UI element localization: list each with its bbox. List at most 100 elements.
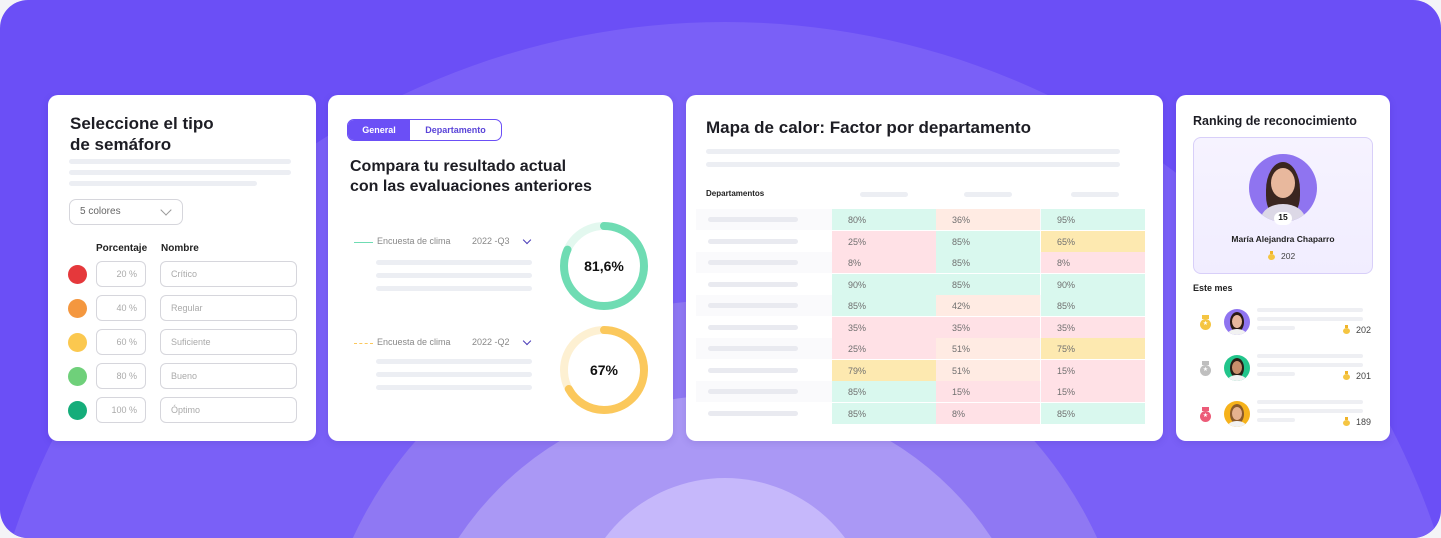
heatmap-cell[interactable]: 75% (1041, 338, 1145, 359)
color-swatch[interactable] (68, 367, 87, 386)
placeholder-line (1257, 418, 1295, 422)
placeholder-line (376, 286, 532, 291)
heatmap-row: 79% 51% 15% (696, 359, 1145, 381)
heatmap-row: 35% 35% 35% (696, 316, 1145, 338)
heatmap-cell[interactable]: 85% (936, 252, 1040, 273)
level-name-input[interactable]: Bueno (160, 363, 297, 389)
heatmap-cell[interactable]: 85% (832, 381, 936, 402)
departments-header: Departamentos (706, 189, 765, 198)
silver-medal-icon: ★ (1200, 361, 1211, 376)
heatmap-cell[interactable]: 85% (832, 295, 936, 316)
placeholder-line (69, 170, 291, 175)
percentage-input[interactable]: 60 % (96, 329, 146, 355)
level-name-input[interactable]: Regular (160, 295, 297, 321)
color-count-dropdown[interactable]: 5 colores (69, 199, 183, 225)
traffic-light-row: 20 % Crítico (68, 261, 298, 288)
level-name-input[interactable]: Óptimo (160, 397, 297, 423)
survey-selector-q3[interactable]: Encuesta de clima 2022 -Q3 (354, 235, 539, 250)
percentage-input[interactable]: 20 % (96, 261, 146, 287)
gold-medal-icon: ★ (1200, 315, 1211, 330)
placeholder-line (69, 159, 291, 164)
heatmap-cell[interactable]: 25% (832, 338, 936, 359)
heatmap-cell[interactable]: 90% (832, 273, 936, 295)
placeholder-line (1257, 308, 1363, 312)
heatmap-cell[interactable]: 8% (936, 402, 1040, 424)
heatmap-cell[interactable]: 36% (936, 209, 1040, 230)
ranking-list-item[interactable]: ★ 201 (1196, 353, 1371, 383)
heatmap-cell[interactable]: 8% (832, 252, 936, 273)
medal-coin-icon (1342, 417, 1350, 426)
placeholder-line (1257, 409, 1363, 413)
color-swatch[interactable] (68, 299, 87, 318)
placeholder-line (69, 181, 257, 186)
heatmap-cell[interactable]: 15% (936, 381, 1040, 402)
donut-value-q2: 67% (589, 362, 619, 378)
column-header-placeholder (964, 192, 1012, 197)
points-value: 189 (1355, 417, 1371, 427)
heatmap-cell[interactable]: 15% (1041, 381, 1145, 402)
percentage-input[interactable]: 40 % (96, 295, 146, 321)
level-name-input[interactable]: Crítico (160, 261, 297, 287)
heatmap-cell[interactable]: 35% (832, 316, 936, 338)
heatmap-cell[interactable]: 65% (1041, 230, 1145, 252)
this-month-label: Este mes (1193, 283, 1233, 293)
heatmap-cell[interactable]: 15% (1041, 359, 1145, 381)
heatmap-card: Mapa de calor: Factor por departamento D… (686, 95, 1163, 441)
medal-coin-icon (1342, 325, 1350, 334)
tab-general[interactable]: General (348, 120, 410, 140)
heatmap-row: 80% 36% 95% (696, 209, 1145, 230)
heatmap-cell[interactable]: 25% (832, 230, 936, 252)
top-employee-name: María Alejandra Chaparro (1231, 234, 1335, 244)
heatmap-cell[interactable]: 90% (1041, 273, 1145, 295)
heatmap-cell[interactable]: 51% (936, 338, 1040, 359)
placeholder-line (376, 372, 532, 377)
survey-selector-q2[interactable]: Encuesta de clima 2022 -Q2 (354, 336, 539, 351)
heatmap-cell[interactable]: 85% (832, 402, 936, 424)
heatmap-cell[interactable]: 85% (1041, 402, 1145, 424)
department-label-placeholder (708, 389, 798, 394)
heatmap-cell[interactable]: 80% (832, 209, 936, 230)
level-name-input[interactable]: Suficiente (160, 329, 297, 355)
placeholder-line (706, 162, 1120, 167)
heatmap-cell[interactable]: 35% (936, 316, 1040, 338)
color-swatch[interactable] (68, 265, 87, 284)
top-recognized-box[interactable]: 15 María Alejandra Chaparro 202 (1193, 137, 1373, 274)
survey-label: Encuesta de clima (377, 236, 451, 246)
title-line-2: de semáforo (70, 135, 172, 154)
color-swatch[interactable] (68, 401, 87, 420)
heatmap-row: 25% 51% 75% (696, 338, 1145, 359)
heatmap-cell[interactable]: 42% (936, 295, 1040, 316)
ranking-list-item[interactable]: ★ 202 (1196, 307, 1371, 337)
department-label-placeholder (708, 281, 798, 287)
ranking-list-item[interactable]: ★ 189 (1196, 399, 1371, 429)
traffic-light-card: Seleccione el tipo de semáforo 5 colores… (48, 95, 316, 441)
points: 189 (1342, 417, 1371, 427)
heatmap-row: 90% 85% 90% (696, 273, 1145, 295)
points-value: 202 (1355, 325, 1371, 335)
percentage-input[interactable]: 80 % (96, 363, 146, 389)
placeholder-line (376, 359, 532, 364)
placeholder-line (1257, 326, 1295, 330)
heatmap-cell[interactable]: 85% (936, 273, 1040, 295)
donut-chart-q3: 81,6% (558, 220, 650, 312)
heatmap-cell[interactable]: 35% (1041, 316, 1145, 338)
heatmap-row: 85% 42% 85% (696, 295, 1145, 316)
heatmap-row: 8% 85% 8% (696, 252, 1145, 273)
column-header-percentage: Porcentaje (96, 243, 148, 254)
heatmap-cell[interactable]: 8% (1041, 252, 1145, 273)
heatmap-cell[interactable]: 85% (936, 230, 1040, 252)
heatmap-cell[interactable]: 51% (936, 359, 1040, 381)
color-swatch[interactable] (68, 333, 87, 352)
placeholder-line (706, 149, 1120, 154)
department-label-placeholder (708, 324, 798, 330)
heatmap-cell[interactable]: 95% (1041, 209, 1145, 230)
medal-coin-icon (1342, 371, 1350, 380)
column-header-placeholder (1071, 192, 1119, 197)
heatmap-cell[interactable]: 79% (832, 359, 936, 381)
heatmap-cell[interactable]: 85% (1041, 295, 1145, 316)
donut-chart-q2: 67% (558, 324, 650, 416)
percentage-input[interactable]: 100 % (96, 397, 146, 423)
tab-departamento[interactable]: Departamento (425, 125, 486, 135)
survey-label: Encuesta de clima (377, 337, 451, 347)
chevron-down-icon (522, 235, 532, 245)
